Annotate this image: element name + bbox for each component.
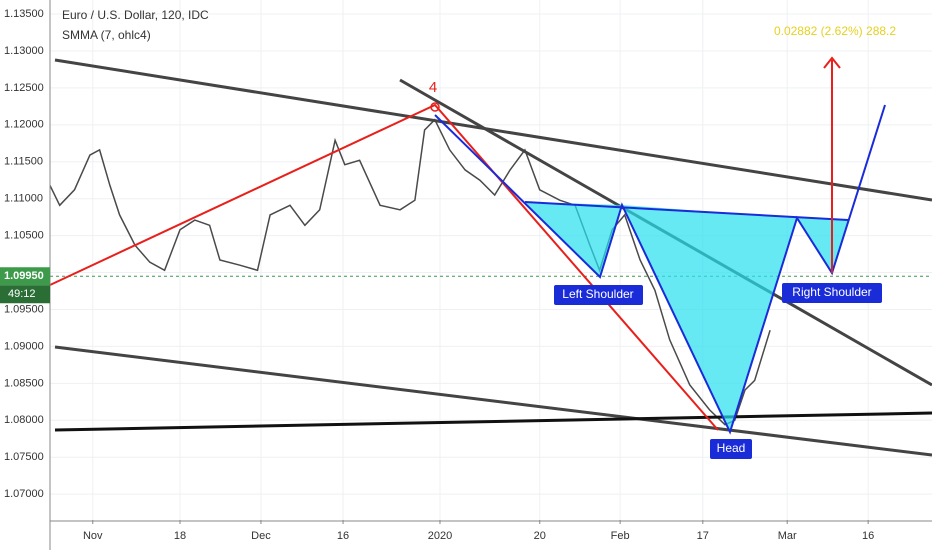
pattern-area: [622, 205, 797, 432]
pattern-label: Head: [717, 441, 746, 455]
grid: [49, 0, 932, 520]
countdown-badge: [0, 285, 50, 304]
price-badge: [0, 267, 50, 286]
wave-line: [49, 103, 719, 431]
label-box: [710, 439, 752, 459]
wave-point: [430, 102, 440, 112]
y-tick-label: 1.07500: [4, 451, 44, 463]
x-tick-label: 16: [862, 530, 874, 542]
neckline: [524, 201, 849, 221]
y-tick-label: 1.10500: [4, 230, 44, 242]
x-tick-label: Feb: [611, 530, 630, 542]
pattern-label: Right Shoulder: [792, 285, 871, 299]
y-tick-label: 1.08000: [4, 414, 44, 426]
arrow-head: [823, 56, 841, 69]
wave-label: 4: [429, 79, 437, 96]
support-line: [54, 411, 932, 432]
label-box: [782, 283, 882, 303]
x-tick-label: 17: [697, 530, 709, 542]
indicator-label: SMMA (7, ohlc4): [62, 28, 151, 42]
pattern-area: [525, 202, 622, 277]
y-tick-label: 1.13500: [4, 8, 44, 20]
y-tick-label: 1.09500: [4, 303, 44, 315]
y-tick-label: 1.13000: [4, 45, 44, 57]
x-tick-label: 16: [337, 530, 349, 542]
y-tick-label: 1.07000: [4, 488, 44, 500]
pattern-area: [797, 218, 848, 273]
x-tick-label: 18: [174, 530, 186, 542]
y-tick-label: 1.08500: [4, 377, 44, 389]
chart-title: Euro / U.S. Dollar, 120, IDC: [62, 8, 209, 22]
measure-label: 0.02882 (2.62%) 288.2: [774, 24, 896, 38]
y-tick-label: 1.11000: [4, 193, 43, 205]
x-tick-label: 20: [534, 530, 546, 542]
trend-line: [54, 58, 932, 202]
last-price-label: 1.09950: [4, 270, 44, 282]
label-box: [554, 285, 643, 305]
x-tick-label: 2020: [428, 530, 452, 542]
x-tick-label: Dec: [251, 530, 271, 542]
countdown-label: 49:12: [8, 288, 36, 300]
axis-labels: 1.07000 1.07500 1.08000 1.08500 1.09000 1.095…: [0, 8, 874, 542]
x-tick-label: Nov: [83, 530, 103, 542]
x-tick-label: Mar: [778, 530, 797, 542]
price-line: [49, 118, 771, 426]
y-tick-label: 1.09000: [4, 340, 44, 352]
pattern-label: Left Shoulder: [562, 287, 633, 301]
y-tick-label: 1.11500: [4, 156, 43, 168]
y-tick-label: 1.12000: [4, 119, 44, 131]
trend-line: [54, 345, 932, 457]
y-tick-label: 1.12500: [4, 82, 44, 94]
drawings: [49, 56, 932, 457]
